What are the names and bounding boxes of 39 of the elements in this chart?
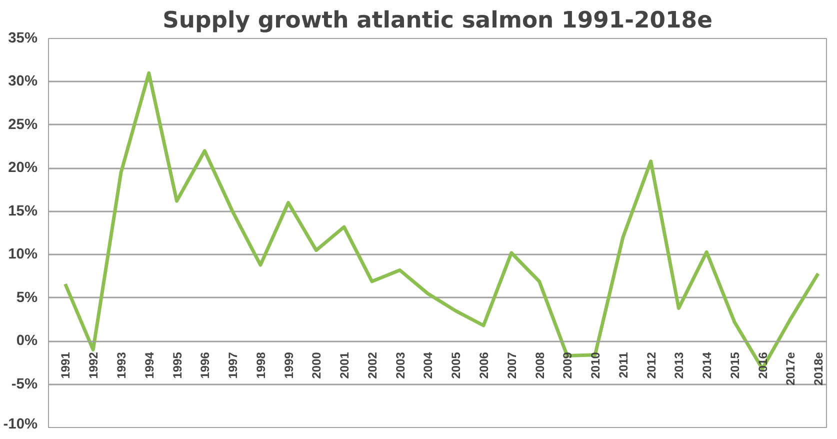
y-tick-label: 30%: [8, 74, 38, 90]
x-tick-label: 2005: [449, 352, 464, 379]
x-tick-label: 2001: [338, 352, 352, 379]
y-tick-label: 15%: [8, 203, 38, 220]
chart-title: Supply growth atlantic salmon 1991-2018e: [162, 8, 712, 34]
x-tick-label: 1994: [142, 352, 156, 379]
x-tick-label: 1995: [170, 352, 184, 379]
x-tick-label: 2007: [504, 352, 519, 379]
y-tick-label: 20%: [8, 160, 38, 176]
x-tick-label: 2002: [365, 352, 380, 379]
y-tick-label: -5%: [11, 376, 38, 392]
x-tick-label: 1998: [254, 352, 268, 379]
y-tick-label: 10%: [8, 246, 38, 263]
x-tick-label: 1999: [282, 352, 296, 379]
x-tick-label: 2010: [588, 352, 603, 379]
x-tick-label: 2013: [672, 352, 686, 379]
x-tick-label: 2014: [700, 352, 714, 379]
y-tick-label: 35%: [8, 30, 38, 46]
x-tick-label: 2006: [477, 352, 492, 379]
x-tick-label: 1993: [114, 352, 128, 379]
x-tick-label: 2004: [421, 352, 436, 379]
x-tick-label: 1997: [226, 352, 240, 379]
x-tick-label: 2012: [644, 352, 658, 379]
x-tick-label: 1996: [198, 352, 212, 379]
y-tick-label: 25%: [8, 116, 38, 133]
y-tick-label: 5%: [16, 290, 38, 306]
y-tick-label: 0%: [16, 333, 38, 350]
x-tick-label: 1991: [58, 352, 73, 379]
x-tick-label: 2008: [532, 352, 547, 379]
x-tick-label: 2017e: [784, 352, 798, 386]
x-tick-label: 2015: [728, 352, 742, 379]
x-tick-label: 2011: [616, 352, 630, 378]
x-tick-label: 2016: [756, 352, 770, 379]
x-tick-label: 2000: [310, 352, 324, 379]
y-tick-label: -10%: [3, 416, 38, 432]
x-tick-label: 2018e: [812, 352, 826, 386]
x-tick-label: 1992: [86, 352, 101, 379]
x-tick-label: 2003: [393, 352, 408, 379]
x-tick-label: 2009: [560, 352, 575, 379]
